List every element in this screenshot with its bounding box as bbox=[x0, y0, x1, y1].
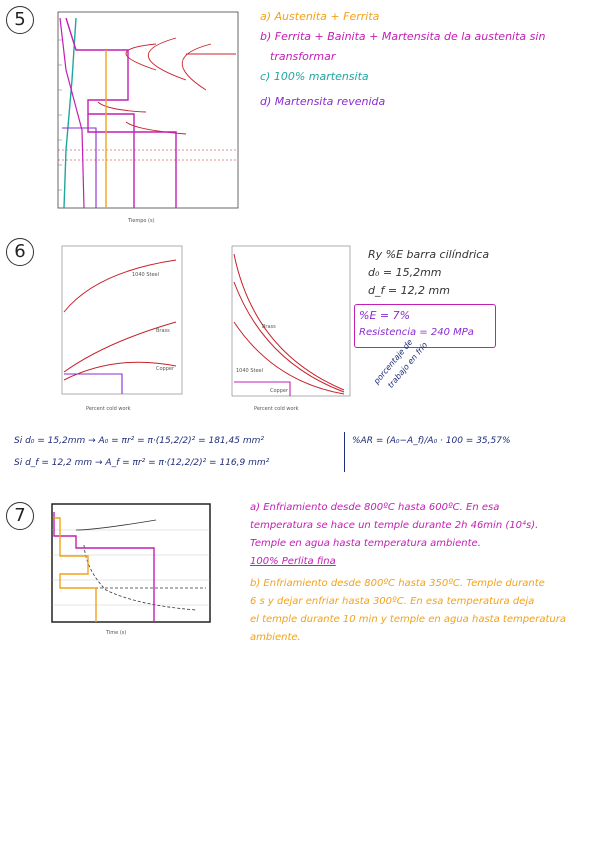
notes-title: Ry %E barra cilíndrica bbox=[368, 248, 490, 261]
result-box: %E = 7% Resistencia = 240 MPa bbox=[354, 304, 496, 348]
notes-d0: d₀ = 15,2mm bbox=[368, 266, 442, 279]
svg-text:Percent cold work: Percent cold work bbox=[86, 406, 131, 412]
ttt-diagram-problem-5: Tiempo (s) bbox=[36, 10, 246, 228]
result-elongation: %E = 7% bbox=[359, 309, 411, 322]
svg-text:Brass: Brass bbox=[156, 328, 170, 334]
svg-text:Copper: Copper bbox=[156, 366, 175, 372]
answer-7b-line1: b) Enfriamiento desde 800ºC hasta 350ºC.… bbox=[250, 578, 545, 589]
problem-5-number: 5 bbox=[6, 6, 34, 34]
answer-7b-line3: el temple durante 10 min y temple en agu… bbox=[250, 614, 566, 625]
answer-7a-line3: Temple en agua hasta temperatura ambient… bbox=[250, 538, 481, 549]
answer-7b-line4: ambiente. bbox=[250, 632, 301, 643]
answer-5d: d) Martensita revenida bbox=[260, 95, 386, 108]
answer-7a-line2: temperatura se hace un temple durante 2h… bbox=[250, 520, 539, 531]
answer-5c: c) 100% martensita bbox=[260, 70, 369, 83]
area-calc-row-1: Si d₀ = 15,2mm → A₀ = πr² = π·(15,2/2)² … bbox=[14, 436, 264, 446]
problem-7-number: 7 bbox=[6, 502, 34, 530]
svg-text:Brass: Brass bbox=[262, 324, 276, 330]
problem-6-number: 6 bbox=[6, 238, 34, 266]
result-strength: Resistencia = 240 MPa bbox=[359, 327, 474, 338]
calc-separator bbox=[344, 432, 345, 472]
ductility-vs-cold-work-graph: Brass 1040 Steel Copper Percent cold wor… bbox=[214, 242, 354, 418]
svg-text:1040 Steel: 1040 Steel bbox=[236, 368, 263, 374]
answer-7b-line2: 6 s y dejar enfriar hasta 300ºC. En esa … bbox=[250, 596, 535, 607]
answer-7a-line1: a) Enfriamiento desde 800ºC hasta 600ºC.… bbox=[250, 502, 500, 513]
answer-5b-line1: b) Ferrita + Bainita + Martensita de la … bbox=[260, 30, 546, 43]
answer-7a-result: 100% Perlita fina bbox=[250, 556, 336, 567]
svg-text:Tiempo (s): Tiempo (s) bbox=[127, 218, 155, 224]
svg-text:1040 Steel: 1040 Steel bbox=[132, 272, 159, 278]
area-calc-row-2: Si d_f = 12,2 mm → A_f = πr² = π·(12,2/2… bbox=[14, 458, 270, 468]
strength-vs-cold-work-graph: 1040 Steel Brass Copper Percent cold wor… bbox=[36, 242, 196, 418]
answer-5a: a) Austenita + Ferrita bbox=[260, 10, 380, 23]
area-reduction-formula: %AR = (A₀−A_f)/A₀ · 100 = 35,57% bbox=[352, 436, 511, 446]
svg-text:Copper: Copper bbox=[270, 388, 289, 394]
svg-text:Percent cold work: Percent cold work bbox=[254, 406, 299, 412]
answer-5b-line2: transformar bbox=[270, 50, 336, 63]
notes-df: d_f = 12,2 mm bbox=[368, 284, 450, 297]
ttt-diagram-problem-7: Time (s) bbox=[36, 500, 216, 640]
svg-text:Time (s): Time (s) bbox=[105, 630, 126, 636]
